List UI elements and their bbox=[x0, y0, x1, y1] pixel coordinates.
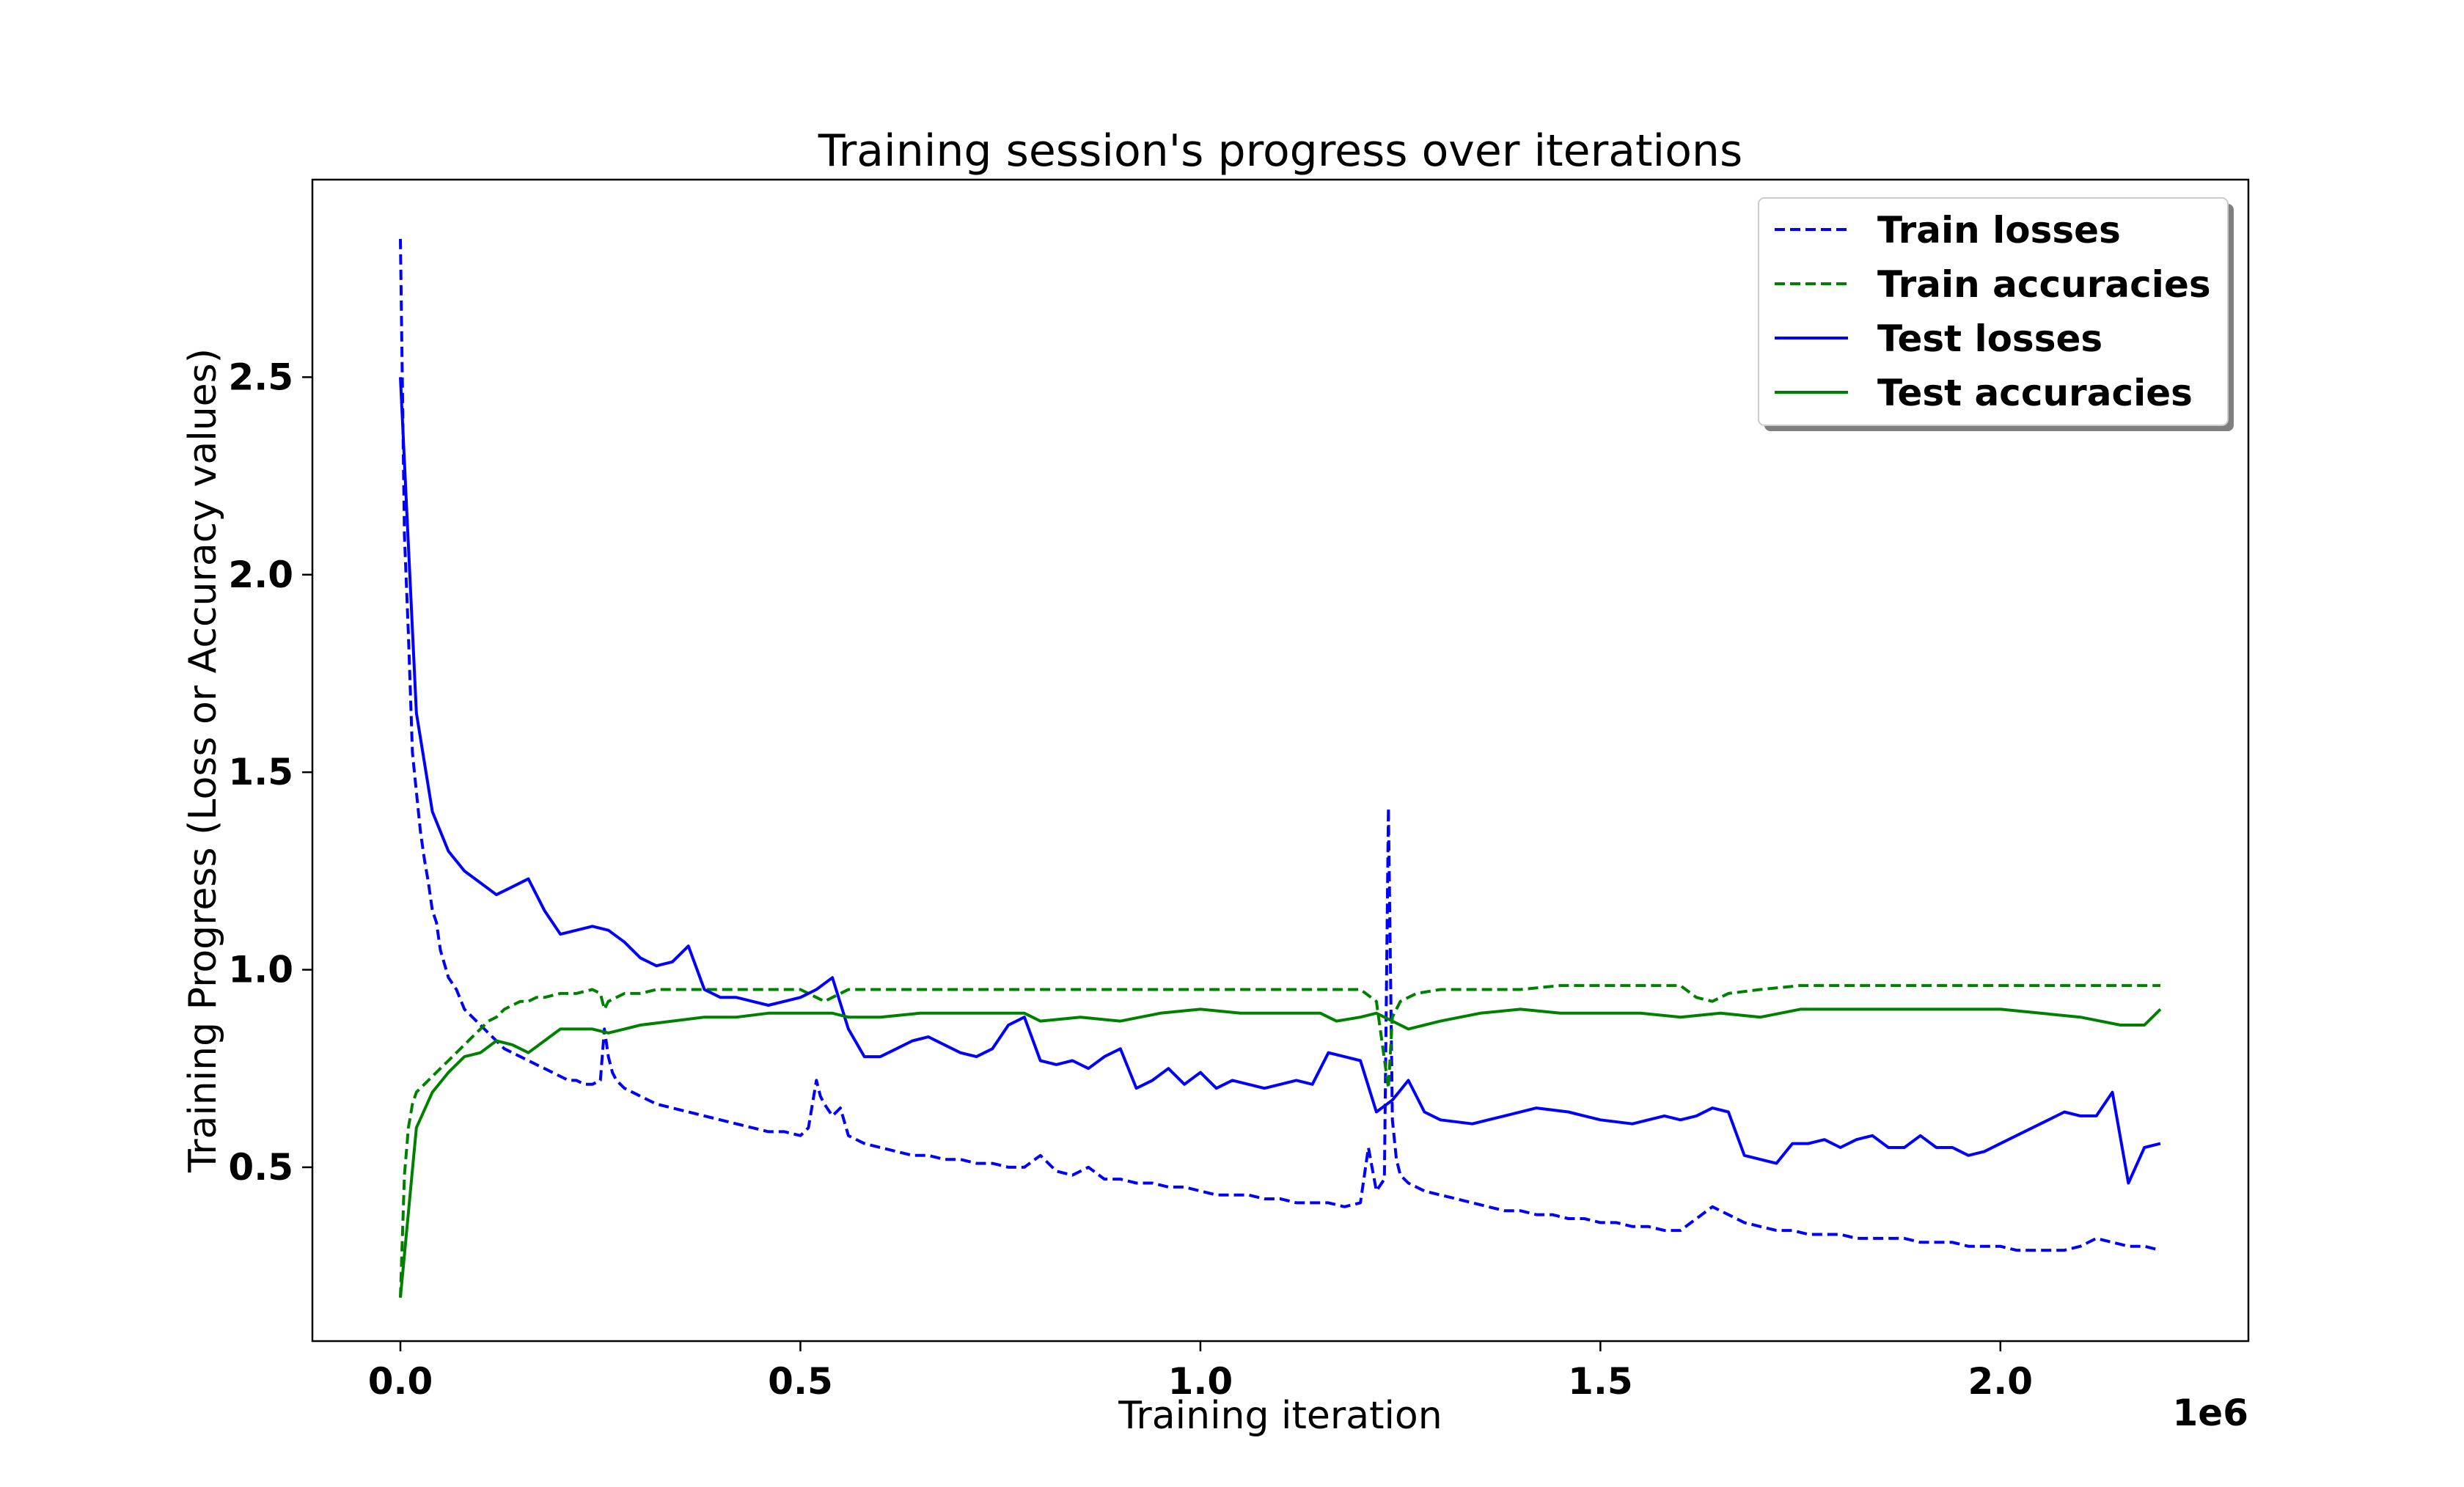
x-tick-label: 2.0 bbox=[1968, 1360, 2034, 1403]
x-axis: 0.0 0.5 1.0 1.5 2.0 bbox=[368, 1341, 2033, 1403]
legend-label: Train accuracies bbox=[1877, 263, 2211, 306]
x-tick-label: 1.0 bbox=[1168, 1360, 1233, 1403]
y-tick-label: 2.0 bbox=[228, 554, 293, 596]
series-line-train-losses bbox=[399, 238, 2161, 1252]
legend-label: Test accuracies bbox=[1877, 372, 2193, 414]
legend-label: Train losses bbox=[1877, 209, 2121, 251]
series-line-test-accuracies bbox=[399, 1007, 2162, 1298]
series-line-train-accuracies bbox=[399, 984, 2160, 1298]
plot-frame bbox=[311, 178, 2250, 1343]
series-line-test-losses bbox=[399, 377, 2161, 1185]
x-tick-label: 0.5 bbox=[768, 1360, 833, 1403]
x-axis-label: Training iteration bbox=[1118, 1394, 1442, 1438]
legend-label: Test losses bbox=[1877, 317, 2102, 360]
y-tick-label: 2.5 bbox=[228, 356, 293, 398]
y-axis: 0.5 1.0 1.5 2.0 2.5 bbox=[228, 356, 312, 1189]
series-layer bbox=[399, 238, 2162, 1298]
x-axis-offset-label: 1e6 bbox=[2173, 1392, 2249, 1434]
chart-title: Training session's progress over iterati… bbox=[818, 125, 1742, 177]
legend-entries: Train losses Train accuracies Test losses T… bbox=[1775, 209, 2211, 414]
y-tick-label: 0.5 bbox=[228, 1146, 293, 1189]
legend: Train losses Train accuracies Test losses T… bbox=[1758, 197, 2234, 431]
x-tick-label: 1.5 bbox=[1568, 1360, 1633, 1403]
plot-area bbox=[311, 178, 2250, 1343]
y-axis-label: Training Progress (Loss or Accuracy valu… bbox=[181, 348, 225, 1173]
y-tick-label: 1.0 bbox=[228, 949, 293, 991]
y-tick-label: 1.5 bbox=[228, 751, 293, 793]
legend-box bbox=[1758, 197, 2229, 426]
x-tick-label: 0.0 bbox=[368, 1360, 433, 1403]
